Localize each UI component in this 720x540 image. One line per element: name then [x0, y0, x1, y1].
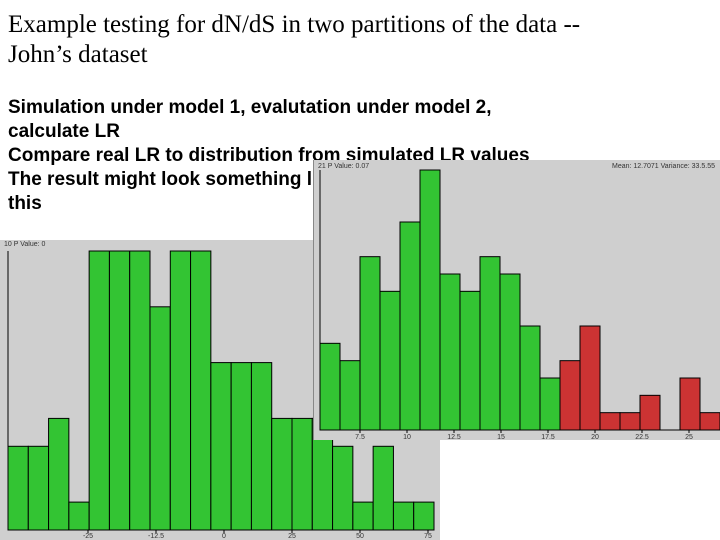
- histogram-alt-bar-10: [499, 273, 521, 431]
- histogram-alt-tick-label-5: 17.5: [541, 434, 555, 440]
- histogram-null-bar-20: [392, 501, 415, 531]
- histogram-null-bar-10: [190, 250, 212, 531]
- histogram-alt-bar-12: [539, 377, 561, 431]
- histogram-alt-bar-4: [379, 290, 401, 431]
- histogram-alt-bar-14-tail: [579, 325, 601, 431]
- histogram-null-bar-13: [250, 362, 273, 531]
- histogram-null-bar-11: [210, 362, 232, 531]
- slide-title-line-2: John’s dataset: [8, 41, 148, 68]
- histogram-null-bar-15: [291, 417, 313, 531]
- histogram-alt-tick-label-1: 7.5: [355, 434, 365, 440]
- histogram-alt-tick-label-7: 22.5: [635, 434, 649, 440]
- histogram-panel-null: 10 P Value: 0 -25 -12.5 0 25 50 75: [0, 240, 440, 540]
- histogram-alt-tick-label-8: 25: [685, 434, 693, 440]
- histogram-null-bar-2: [27, 445, 50, 531]
- slide-bullets: Simulation under model 1, evalutation un…: [8, 96, 708, 216]
- histogram-null-tick-label-3: 0: [222, 533, 226, 540]
- histogram-null-bar-7: [129, 250, 151, 531]
- histogram-alt-bar-19-tail: [679, 377, 701, 431]
- histogram-null-bar-6: [108, 250, 131, 531]
- histogram-alt-bar-6: [419, 169, 441, 431]
- histogram-alt-bar-17-tail: [639, 394, 661, 431]
- bullet-line-5: this: [8, 193, 42, 214]
- histogram-null-tick-label-4: 25: [288, 533, 296, 540]
- slide-title-line-1: Example testing for dN/dS in two partiti…: [8, 11, 581, 38]
- histogram-null-tick-label-6: 75: [424, 533, 432, 540]
- histogram-alt-bar-1: [319, 342, 341, 431]
- histogram-alt-tick-label-6: 20: [591, 434, 599, 440]
- histogram-null-tick-label-1: -25: [83, 533, 93, 540]
- histogram-null-bar-8: [149, 306, 171, 531]
- histogram-panel-alt: 21 P Value: 0.07 Mean: 12.7071 Variance:…: [313, 160, 720, 440]
- histogram-alt-header-left: 21 P Value: 0.07: [318, 163, 370, 170]
- histogram-alt-bar-9: [479, 256, 501, 431]
- histogram-alt-tick-label-2: 10: [403, 434, 411, 440]
- histogram-alt-bar-16-tail: [619, 412, 641, 431]
- bullet-line-1: Simulation under model 1, evalutation un…: [8, 97, 492, 118]
- histogram-null-bar-14: [271, 417, 293, 531]
- slide-title: Example testing for dN/dS in two partiti…: [8, 10, 708, 70]
- histogram-null-header: 10 P Value: 0: [4, 241, 46, 248]
- histogram-alt-header-right: Mean: 12.7071 Variance: 33.5.55: [611, 163, 715, 170]
- histogram-null-bar-9: [169, 250, 192, 531]
- histogram-null-tick-label-5: 50: [356, 533, 364, 540]
- histogram-alt-bar-5: [399, 221, 421, 431]
- histogram-null-bar-18: [352, 501, 374, 531]
- histogram-alt-bar-15-tail: [599, 412, 621, 431]
- histogram-alt-bar-2: [339, 360, 361, 431]
- histogram-null-bar-4: [68, 501, 90, 531]
- histogram-alt-bar-8: [459, 290, 481, 431]
- histogram-null-bar-21: [413, 501, 435, 531]
- histogram-alt-bar-11: [519, 325, 541, 431]
- histogram-null-bar-3: [48, 417, 70, 531]
- histogram-alt-bar-20-tail: [699, 412, 720, 431]
- histogram-null-chart: -25 -12.5 0 25 50 75: [7, 250, 435, 540]
- histogram-alt-bar-13-tail: [559, 360, 581, 431]
- histogram-alt-bar-7: [439, 273, 461, 431]
- histogram-alt-tick-label-4: 15: [497, 434, 505, 440]
- bullet-line-4: The result might look something like: [8, 169, 339, 190]
- bullet-line-2: calculate LR: [8, 121, 120, 142]
- histogram-null-bar-12: [230, 362, 252, 531]
- histogram-null-bar-5: [88, 250, 110, 531]
- histogram-null-bar-19: [372, 445, 394, 531]
- histogram-alt-chart: 7.5 10 12.5 15 17.5 20 22.5 25: [319, 169, 720, 440]
- histogram-alt-bar-3: [359, 256, 381, 431]
- histogram-null-tick-label-2: -12.5: [148, 533, 164, 540]
- histogram-null-bar-17: [332, 445, 354, 531]
- histogram-alt-tick-label-3: 12.5: [447, 434, 461, 440]
- histogram-null-bar-1: [7, 445, 29, 531]
